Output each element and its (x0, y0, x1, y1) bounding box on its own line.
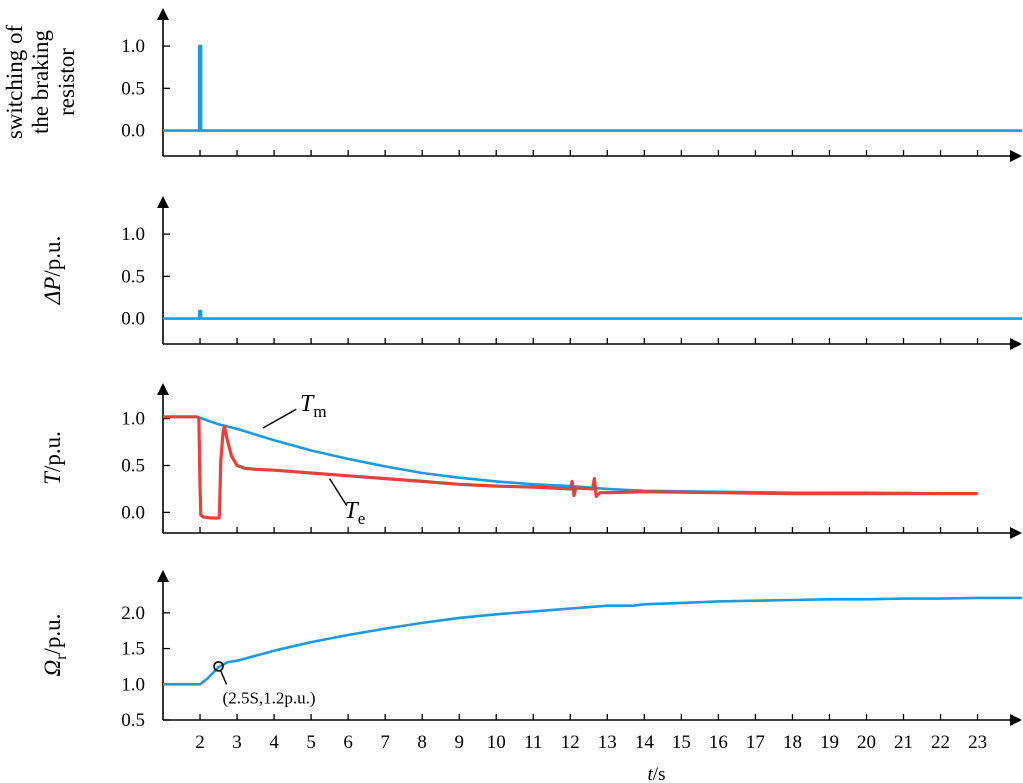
x-axis-title: t/s (648, 764, 666, 783)
y-tick-label: 2.0 (121, 603, 145, 624)
x-tick-label: 17 (746, 732, 765, 753)
y-tick-label: 0.5 (121, 266, 145, 287)
y-axis-arrow (157, 196, 169, 208)
x-axis-arrow (1010, 527, 1022, 539)
y-tick-label: 0.5 (121, 78, 145, 99)
series-line-1 (163, 596, 1022, 686)
x-tick-label: 18 (783, 732, 802, 753)
annotation-leader (219, 670, 228, 685)
series-label-main: T (300, 391, 315, 417)
x-axis-arrow (1010, 150, 1022, 162)
y-axis-title-line: resistor (54, 48, 79, 116)
y-axis-title: T/p.u. (40, 431, 65, 485)
x-tick-label: 11 (524, 732, 542, 753)
x-tick-label: 5 (306, 732, 316, 753)
x-axis-arrow (1010, 338, 1022, 350)
y-axis-title-line: switching of (2, 24, 27, 139)
y-axis-arrow (157, 383, 169, 395)
y-tick-label: 1.0 (121, 674, 145, 695)
series-label-sub: m (313, 402, 326, 421)
y-tick-label: 1.5 (121, 639, 145, 660)
y-axis-arrow (157, 8, 169, 20)
x-tick-label: 19 (820, 732, 839, 753)
x-tick-label: 3 (232, 732, 242, 753)
chart-panel-4: 2.01.51.00.5Ωr/p.u.(2.5S,1.2p.u.)2 3 4 5 6 7 8… (40, 570, 1022, 783)
y-axis-title-symbol: Ω (40, 660, 65, 677)
x-tick-label: 12 (561, 732, 580, 753)
x-tick-label: 16 (709, 732, 728, 753)
series-label-main: T (344, 498, 359, 524)
y-tick-label: 1.0 (121, 36, 145, 57)
annotation-marker (213, 661, 224, 672)
y-axis-title-text: Ωr/p.u. (40, 614, 70, 677)
series-line-Te (163, 415, 978, 520)
x-tick-label: 22 (931, 732, 950, 753)
y-axis-title-unit: /p.u. (40, 614, 65, 655)
x-tick-label: 7 (380, 732, 390, 753)
y-tick-label: 1.0 (121, 409, 145, 430)
y-axis-title: ΔP/p.u. (40, 236, 65, 305)
y-axis-title: Ωr/p.u. (40, 614, 70, 677)
y-axis-title-symbol: T (40, 470, 65, 485)
x-tick-label: 21 (894, 732, 913, 753)
x-tick-label: 4 (269, 732, 279, 753)
y-axis-title-text: T/p.u. (40, 431, 65, 485)
chart-panel-1: 1.0 0.5 0.0 switching of the braking resistor (2, 8, 1022, 162)
y-tick-label: 0.0 (121, 309, 145, 330)
series-label-Tm: Tm (300, 391, 327, 421)
x-axis-arrow (1010, 714, 1022, 726)
x-tick-label: 13 (598, 732, 617, 753)
annotation-label: (2.5S,1.2p.u.) (223, 688, 316, 707)
chart-panel-2: 1.0 0.5 0.0 ΔP/p.u. (40, 196, 1022, 350)
x-tick-label: 6 (343, 732, 353, 753)
x-tick-label: 14 (635, 732, 655, 753)
x-tick-label: 15 (672, 732, 691, 753)
x-tick-label: 10 (487, 732, 506, 753)
y-axis-arrow (157, 570, 169, 582)
series-line-1 (163, 44, 1022, 132)
y-tick-label: 0.5 (121, 456, 145, 477)
series-line-1 (163, 309, 1022, 320)
y-axis-title-text: ΔP/p.u. (40, 236, 65, 305)
y-axis-title-subscript: r (53, 654, 70, 660)
x-axis-title-symbol: t (648, 764, 654, 783)
y-tick-label: 0.0 (121, 121, 145, 142)
y-axis-title-symbol: ΔP (40, 277, 65, 306)
series-label-sub: e (358, 509, 366, 528)
y-tick-label: 0.0 (121, 502, 145, 523)
y-tick-label: 0.5 (121, 710, 145, 731)
x-tick-label: 23 (968, 732, 987, 753)
x-tick-label: 9 (454, 732, 464, 753)
x-axis-title-unit: /s (653, 764, 666, 783)
series-label-leader (328, 478, 347, 506)
x-tick-label: 20 (857, 732, 876, 753)
y-axis-title-unit: /p.u. (40, 236, 65, 277)
x-tick-label: 8 (417, 732, 427, 753)
x-tick-label: 2 (195, 732, 205, 753)
y-axis-title-unit: /p.u. (40, 431, 65, 472)
series-label-leader (262, 408, 297, 429)
y-tick-label: 1.0 (121, 224, 145, 245)
series-label-Te: Te (344, 498, 365, 528)
y-axis-title: switching of the braking resistor (2, 24, 79, 139)
y-axis-title-line: the braking (28, 29, 53, 134)
